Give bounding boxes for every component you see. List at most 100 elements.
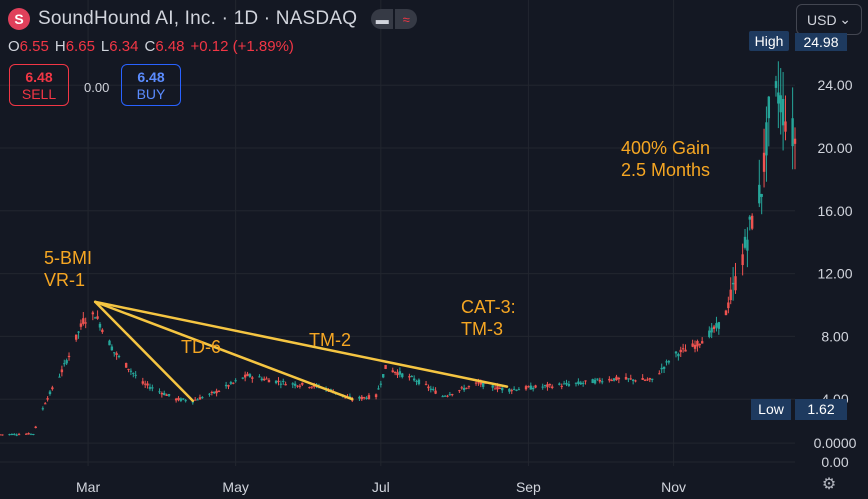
- candle-body: [591, 379, 594, 384]
- candle-body: [779, 95, 782, 113]
- candle-body: [44, 403, 47, 405]
- candle-body: [462, 387, 466, 391]
- candle-body: [481, 382, 485, 387]
- candle-body: [246, 373, 249, 376]
- buy-button[interactable]: 6.48 BUY: [121, 64, 181, 106]
- annotation-bmi: 5-BMI VR-1: [44, 248, 93, 290]
- candle-body: [291, 383, 294, 385]
- candle-body: [631, 379, 635, 381]
- candle-body: [598, 379, 602, 382]
- candle-body: [117, 355, 121, 357]
- candle-body: [574, 382, 578, 384]
- candle-body: [129, 370, 133, 372]
- sell-price: 6.48: [25, 69, 53, 85]
- candle-body: [558, 383, 561, 385]
- candle-body: [660, 367, 663, 370]
- wave-icon[interactable]: ≈: [395, 9, 418, 29]
- trendline: [93, 300, 195, 403]
- candle-body: [401, 373, 404, 378]
- candle-body: [693, 344, 697, 349]
- y-tick-label: 16.00: [817, 203, 852, 219]
- y-tick-label: 0.00: [821, 454, 848, 470]
- candle-body: [534, 385, 537, 388]
- annotation-gain: 400% Gain 2.5 Months: [621, 138, 711, 180]
- minus-icon[interactable]: ▬: [371, 9, 394, 29]
- candle-body: [215, 390, 218, 394]
- candle-body: [617, 377, 621, 380]
- candle-body: [10, 433, 14, 435]
- candle-body: [293, 383, 297, 386]
- candle-body: [696, 340, 699, 347]
- candle-body: [517, 389, 521, 391]
- sell-button[interactable]: 6.48 SELL: [9, 64, 69, 106]
- candle-body: [408, 376, 411, 378]
- open-label: O: [8, 38, 20, 55]
- candle-body: [32, 433, 35, 435]
- candle-body: [384, 364, 387, 369]
- chart-header: S SoundHound AI, Inc. · 1D · NASDAQ ▬ ≈: [8, 6, 418, 32]
- candle-body: [198, 397, 202, 400]
- x-tick-label: Nov: [661, 479, 686, 495]
- candle-body: [227, 385, 230, 387]
- candle-body: [241, 377, 244, 379]
- candle-body: [593, 379, 597, 384]
- candle-body: [434, 390, 437, 394]
- candle-body: [196, 399, 199, 401]
- candle-body: [379, 383, 383, 385]
- candle-body: [143, 383, 147, 385]
- candle-body: [731, 282, 735, 285]
- candle-body: [467, 386, 471, 388]
- annotation-cat: CAT-3: TM-3: [461, 297, 516, 339]
- annotation-tm2: TM-2: [309, 330, 351, 350]
- candle-body: [79, 323, 83, 327]
- gear-icon[interactable]: ⚙: [821, 476, 837, 493]
- candle-body: [63, 363, 66, 365]
- candle-body: [667, 361, 671, 363]
- candle-body: [398, 371, 402, 375]
- candle-body: [443, 395, 447, 397]
- candle-body: [700, 341, 704, 344]
- candle-body: [67, 355, 71, 358]
- symbol-title[interactable]: SoundHound AI, Inc. · 1D · NASDAQ: [38, 8, 358, 29]
- low-badge: Low: [751, 399, 791, 420]
- candle-body: [734, 276, 737, 291]
- candle-body: [427, 386, 430, 389]
- indicator-toggle[interactable]: ▬ ≈: [371, 9, 418, 29]
- candle-body: [232, 382, 235, 384]
- candle-body: [48, 391, 52, 395]
- candle-body: [167, 394, 171, 396]
- candle-body: [84, 322, 87, 324]
- candle-body: [465, 387, 468, 389]
- candle-body: [296, 385, 299, 387]
- candle-body: [60, 369, 64, 373]
- candle-body: [424, 383, 428, 385]
- candle-body: [543, 385, 547, 387]
- candle-body: [677, 354, 680, 357]
- candle-body: [708, 330, 711, 338]
- x-tick-label: Sep: [516, 479, 541, 495]
- candle-body: [251, 377, 254, 379]
- candle-body: [629, 378, 632, 380]
- candle-body: [410, 376, 413, 378]
- candle-body: [643, 379, 647, 381]
- candle-body: [415, 380, 418, 382]
- currency-select[interactable]: USD ⌄: [796, 4, 862, 35]
- company-logo: S: [8, 8, 30, 30]
- candle-body: [208, 393, 211, 395]
- candle-body: [493, 388, 497, 390]
- candle-body: [612, 378, 616, 381]
- y-tick-label: 20.00: [817, 140, 852, 156]
- candle-body: [627, 378, 630, 380]
- candle-body: [760, 193, 763, 197]
- candle-body: [148, 387, 152, 389]
- buy-label: BUY: [136, 86, 166, 102]
- close-value: 6.48: [155, 38, 185, 55]
- candle-body: [748, 216, 751, 220]
- candle-body: [348, 396, 352, 398]
- candle-body: [201, 397, 204, 399]
- candle-body: [417, 379, 421, 385]
- candle-body: [762, 152, 766, 172]
- candle-body: [146, 383, 149, 386]
- candle-body: [451, 394, 454, 396]
- candle-body: [393, 371, 397, 374]
